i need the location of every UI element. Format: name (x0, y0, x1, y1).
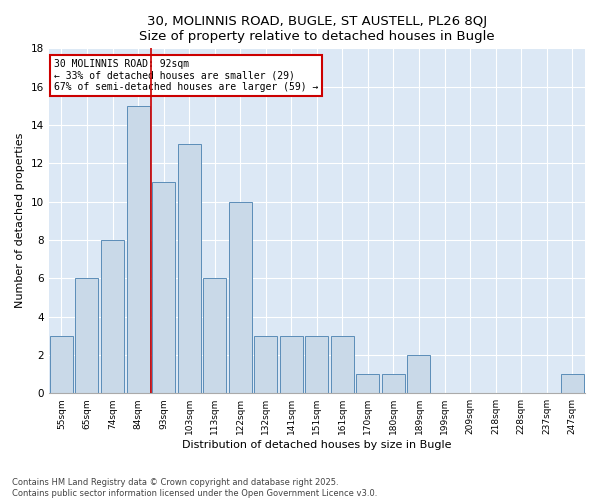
Bar (50, 336, 73, 393)
Bar (407, 355, 430, 393)
Bar (356, 374, 379, 393)
Bar (254, 336, 277, 393)
Bar (178, 144, 200, 393)
Title: 30, MOLINNIS ROAD, BUGLE, ST AUSTELL, PL26 8QJ
Size of property relative to deta: 30, MOLINNIS ROAD, BUGLE, ST AUSTELL, PL… (139, 15, 494, 43)
Text: 30 MOLINNIS ROAD: 92sqm
← 33% of detached houses are smaller (29)
67% of semi-de: 30 MOLINNIS ROAD: 92sqm ← 33% of detache… (54, 58, 319, 92)
X-axis label: Distribution of detached houses by size in Bugle: Distribution of detached houses by size … (182, 440, 452, 450)
Y-axis label: Number of detached properties: Number of detached properties (15, 133, 25, 308)
Bar (101, 240, 124, 393)
Bar (382, 374, 405, 393)
Bar (561, 374, 584, 393)
Bar (152, 182, 175, 393)
Bar (229, 202, 252, 393)
Bar (331, 336, 354, 393)
Text: Contains HM Land Registry data © Crown copyright and database right 2025.
Contai: Contains HM Land Registry data © Crown c… (12, 478, 377, 498)
Bar (203, 278, 226, 393)
Bar (305, 336, 328, 393)
Bar (76, 278, 98, 393)
Bar (280, 336, 303, 393)
Bar (127, 106, 149, 393)
